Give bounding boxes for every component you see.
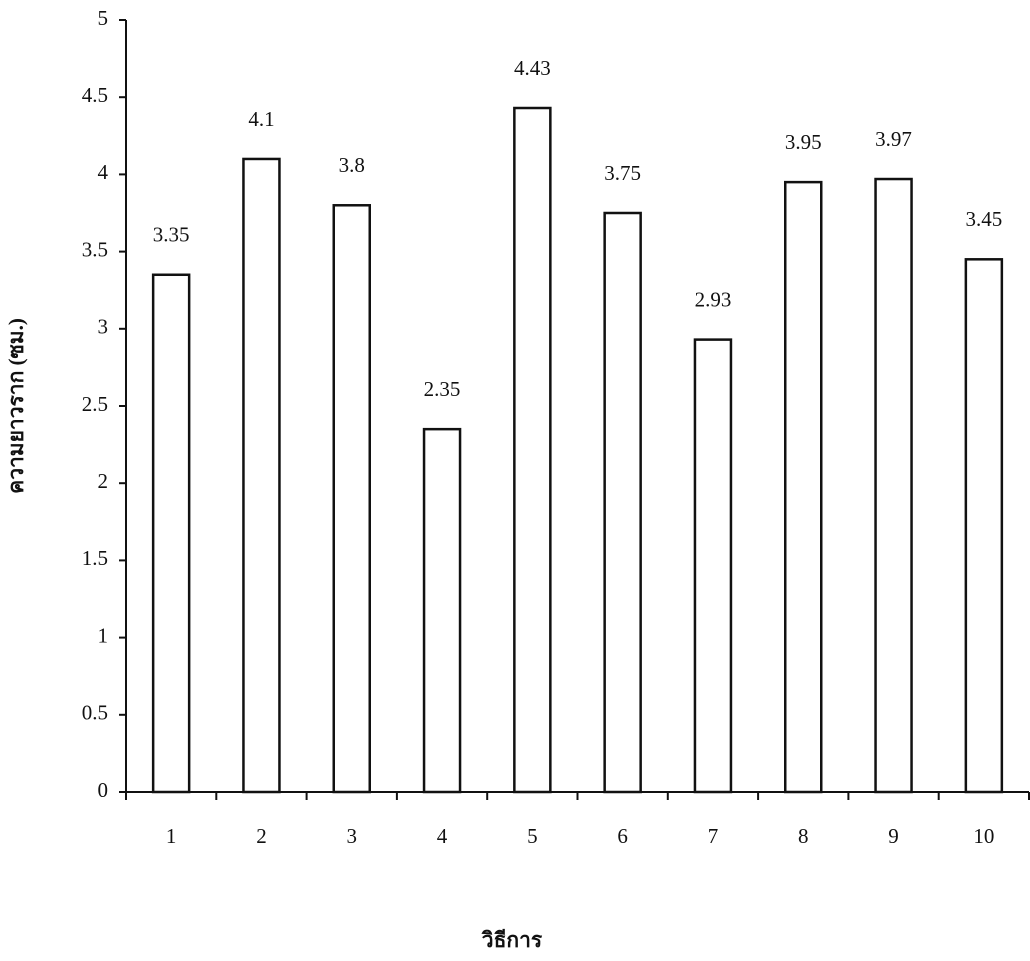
- x-tick-label: 6: [617, 824, 628, 848]
- y-tick-label: 4: [98, 160, 109, 184]
- value-label: 2.93: [695, 287, 732, 311]
- y-tick-label: 0.5: [82, 701, 108, 725]
- x-tick-label: 1: [166, 824, 177, 848]
- value-label: 2.35: [424, 377, 461, 401]
- y-tick-label: 1.5: [82, 546, 108, 570]
- chart: วิธีการ ความยาวราก (ซม.) 0 0.5 1 1.5 2 2.5 3 3.…: [0, 0, 1030, 961]
- x-tick-label: 10: [973, 824, 994, 848]
- bar: [876, 179, 912, 792]
- bar: [334, 205, 370, 792]
- bar: [785, 182, 821, 792]
- y-tick-label: 5: [98, 6, 109, 30]
- y-tick-label: 4.5: [82, 83, 108, 107]
- x-tick-label: 9: [888, 824, 899, 848]
- value-label: 4.1: [248, 107, 274, 131]
- value-label: 3.35: [153, 223, 190, 247]
- y-axis-title: ความยาวราก (ซม.): [4, 318, 28, 494]
- bar: [424, 429, 460, 792]
- x-axis-title: วิธีการ: [481, 928, 543, 952]
- x-tick-label: 5: [527, 824, 538, 848]
- bar: [514, 108, 550, 792]
- y-tick-label: 2: [98, 469, 109, 493]
- y-tick-label: 0: [98, 778, 109, 802]
- x-tick-label: 7: [708, 824, 719, 848]
- value-label: 3.75: [604, 161, 641, 185]
- y-tick-label: 1: [98, 623, 109, 647]
- x-tick-label: 8: [798, 824, 809, 848]
- bar: [153, 275, 189, 792]
- value-label: 3.8: [339, 153, 365, 177]
- y-tick-label: 2.5: [82, 392, 108, 416]
- bar: [243, 159, 279, 792]
- x-tick-label: 3: [347, 824, 358, 848]
- value-label: 3.45: [965, 207, 1002, 231]
- bar: [966, 259, 1002, 792]
- x-tick-label: 4: [437, 824, 448, 848]
- value-label: 3.95: [785, 130, 822, 154]
- value-label: 4.43: [514, 56, 551, 80]
- y-tick-label: 3: [98, 315, 109, 339]
- value-label: 3.97: [875, 127, 912, 151]
- bar: [605, 213, 641, 792]
- bar: [695, 340, 731, 792]
- x-tick-label: 2: [256, 824, 267, 848]
- y-tick-label: 3.5: [82, 237, 108, 261]
